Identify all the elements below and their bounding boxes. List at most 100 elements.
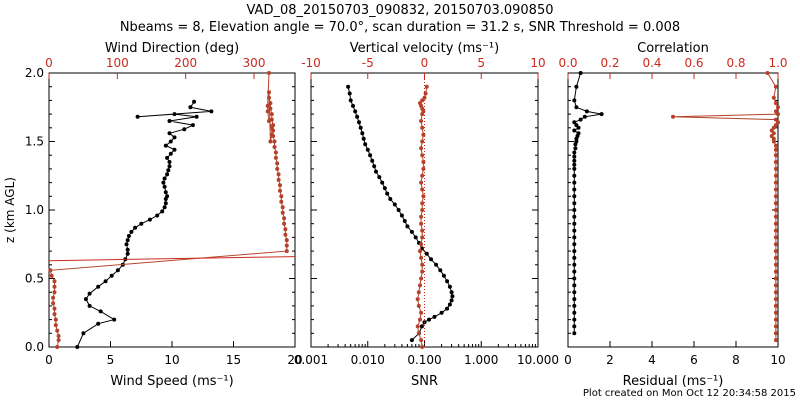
panel-middle-series-0-point: [424, 251, 429, 256]
y-tick-label: 2.0: [25, 66, 44, 80]
panel-left-series-1-point: [267, 119, 271, 123]
panel-middle-series-1-point: [419, 221, 424, 226]
panel-left-series-1-point: [278, 183, 282, 188]
panel-middle-series-0-point: [405, 224, 410, 229]
top-tick-label: 200: [174, 56, 197, 70]
panel-middle-series-1-point: [420, 201, 425, 206]
panel-left-series-0-point: [162, 176, 167, 181]
panel-right-series-1-point: [773, 201, 778, 206]
panel-left-series-1-point: [278, 188, 282, 193]
panel-middle-series-1-point: [416, 331, 421, 336]
top-tick-label: 0: [421, 56, 429, 70]
panel-middle-series-0-point: [361, 136, 366, 141]
panel-left-series-1-point: [280, 205, 285, 210]
panel-left-series-0-point: [163, 201, 168, 206]
top-tick-label: 0.4: [642, 56, 661, 70]
panel-right-series-1-point: [773, 194, 778, 199]
panel-left-series-1-point: [265, 103, 270, 108]
panel-right-series-0-point: [578, 117, 583, 122]
panel-middle-series-1-point: [418, 249, 422, 254]
panel-left-series-0-point: [192, 99, 197, 104]
panel-middle-series-1-point: [418, 283, 422, 288]
panel-left-series-1-point: [279, 199, 284, 204]
panel-middle-series-1-point: [420, 262, 425, 267]
panel-right-series-0-point: [572, 290, 577, 295]
panel-left-series-1-point: [283, 232, 288, 237]
panel-right-series-0-point: [576, 131, 581, 136]
panel-middle-series-0-point: [427, 317, 431, 322]
panel-middle-series-1-point: [421, 166, 426, 171]
panel-right-series-1-point: [773, 255, 778, 260]
panel-right-series-1-point: [773, 153, 778, 158]
panel-left-series-0-point: [139, 221, 144, 226]
panel-right-series-1-point: [773, 143, 778, 148]
panel-right-series-1-point: [769, 128, 774, 133]
panel-left-series-1-point: [56, 334, 61, 338]
panel-left-series-0-point: [172, 147, 177, 152]
panel-right-series-0-point: [578, 71, 583, 75]
panel-middle-series-0-point: [374, 169, 378, 174]
panel-middle-series-0-point: [409, 229, 414, 234]
panel-right-series-0-point: [572, 166, 577, 171]
panel-right-series-1-point: [773, 228, 778, 233]
panel-left-series-1-point: [269, 125, 274, 130]
panel-left-series-0-point: [166, 168, 171, 173]
panel-middle-series-1-point: [420, 98, 425, 103]
panel-right-series-0-point: [572, 128, 577, 133]
panel-right-series-1-point: [765, 71, 770, 75]
panel-middle-series-0-point: [449, 298, 454, 303]
panel-middle-series-0-point: [358, 125, 363, 130]
panel-middle-series-1-point: [418, 101, 422, 106]
panel-right-series-0-point: [573, 146, 578, 151]
panel-left-series-1-point: [48, 268, 53, 273]
panel-left-series-1-point: [53, 323, 58, 328]
y-tick-label: 1.0: [25, 203, 44, 217]
panel-middle-series-0-point: [380, 180, 385, 185]
panel-middle-series-0-point: [396, 208, 401, 212]
panel-middle-series-1-point: [415, 324, 420, 329]
panel-left-series-0-point: [172, 135, 177, 140]
panel-left-series-0-point: [162, 184, 167, 189]
panel-middle-series-1-point: [420, 228, 425, 233]
bottom-tick-label: 20: [287, 353, 302, 367]
panel-right-series-0-point: [572, 162, 577, 167]
panel-left-series-1-point: [273, 155, 278, 160]
panel-left-series-0-point: [125, 238, 130, 243]
bottom-tick-label: 4: [648, 353, 656, 367]
bottom-tick-label: 10: [770, 353, 785, 367]
panel-left-series-0-point: [172, 112, 177, 117]
panel-middle-series-0-point: [402, 219, 407, 223]
panel-middle-series-0-point: [355, 114, 360, 119]
panel-left-series-1-point: [269, 132, 274, 137]
panel-right-series-0-point: [572, 262, 577, 267]
panel-right-series-0-point: [574, 123, 579, 128]
panel-middle-series-0-point: [365, 147, 370, 152]
panel-left-series-0-point: [188, 105, 193, 110]
panel-left-series-0-point: [160, 209, 165, 214]
top-tick-label: 100: [106, 56, 129, 70]
top-tick-label: 1.0: [768, 56, 787, 70]
panel-middle-series-0-point: [388, 197, 393, 201]
panel-left-series-1-point: [52, 279, 57, 284]
panel-right-series-0-point: [572, 269, 577, 274]
panel-left-series-0-point: [129, 229, 134, 234]
top-tick-label: 0.8: [726, 56, 745, 70]
panel-right-series-0-point: [574, 105, 579, 110]
bottom-tick-label: 0.010: [351, 353, 385, 367]
panel-middle-series-1-point: [419, 255, 424, 260]
panel-left-series-1-point: [283, 227, 288, 232]
panel-left-series-0-point: [163, 143, 168, 148]
panel-left-series-1-point: [279, 194, 284, 199]
panel-right-series-1-point: [773, 214, 778, 219]
panel-right-series-1-point: [773, 160, 778, 164]
panel-middle-series-0-point: [447, 284, 452, 289]
panel-right-series-0-point: [572, 173, 577, 178]
panel-right-series-0-point: [572, 303, 577, 308]
panel-middle-series-1-point: [416, 303, 421, 308]
panel-middle-series-0-point: [368, 153, 373, 158]
panel-left-series-1-point: [284, 249, 289, 254]
panel-left-series-1-point: [53, 317, 58, 322]
panel-left-series-0-point: [190, 123, 195, 128]
top-tick-label: 0.6: [684, 56, 703, 70]
panel-right-series-1-point: [773, 173, 778, 178]
